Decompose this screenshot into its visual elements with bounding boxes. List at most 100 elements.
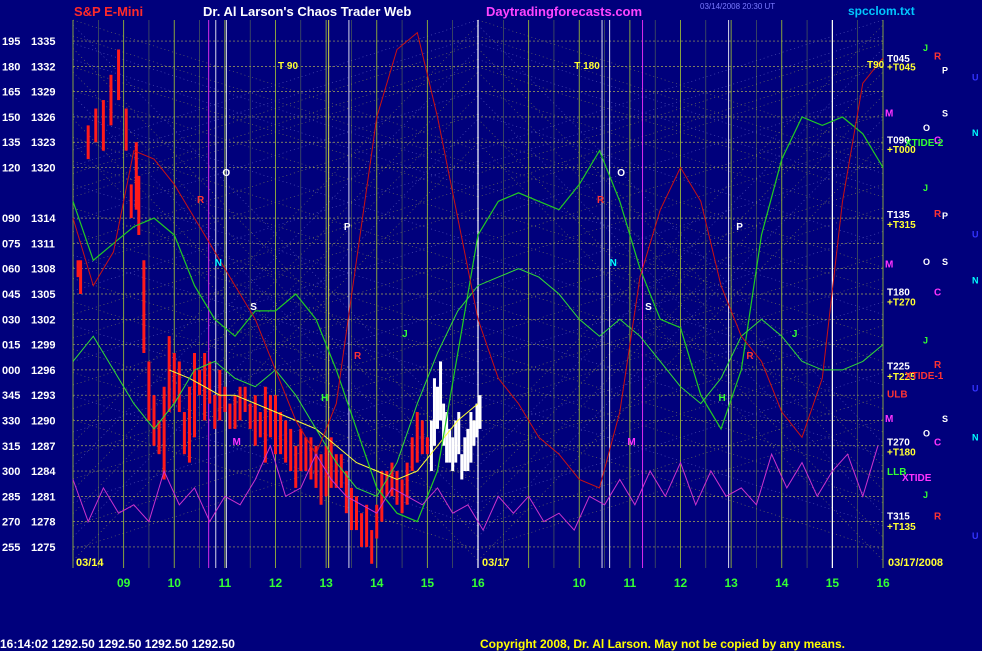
chart-annotation: T 90 bbox=[278, 61, 298, 72]
y-price-label: 1287 bbox=[31, 441, 55, 453]
chart-annotation: R bbox=[197, 195, 205, 206]
right-label: +T315 bbox=[887, 220, 916, 231]
x-hour-label: 12 bbox=[269, 576, 283, 590]
right-label: +T180 bbox=[887, 448, 916, 459]
chart-annotation: M bbox=[627, 437, 635, 448]
y-degree-label: 315 bbox=[2, 441, 20, 453]
y-price-label: 1305 bbox=[31, 289, 55, 301]
series-line bbox=[72, 31, 884, 489]
y-price-label: 1278 bbox=[31, 517, 55, 529]
right-label: T90 bbox=[867, 60, 885, 71]
far-right-letter: U bbox=[972, 72, 979, 82]
y-price-label: 1290 bbox=[31, 415, 55, 427]
quote-readout: 16:14:02 1292.50 1292.50 1292.50 1292.50 bbox=[0, 637, 235, 651]
chart-annotation: R bbox=[597, 195, 605, 206]
y-price-label: 1326 bbox=[31, 112, 55, 124]
far-right-letter: O bbox=[923, 428, 930, 438]
far-right-letter: O bbox=[923, 257, 930, 267]
x-date-right: 03/17/2008 bbox=[888, 557, 943, 569]
x-hour-label: 14 bbox=[775, 576, 789, 590]
site-link[interactable]: Daytradingforecasts.com bbox=[486, 4, 643, 19]
y-price-label: 1299 bbox=[31, 340, 55, 352]
right-label: XTIDE bbox=[902, 473, 932, 484]
far-right-letter: U bbox=[972, 531, 979, 541]
far-right-letter: J bbox=[923, 336, 928, 346]
right-label: LLB bbox=[887, 467, 906, 478]
x-hour-label: 09 bbox=[117, 576, 131, 590]
chart-annotation: J bbox=[792, 329, 798, 340]
symbol-title: S&P E-Mini bbox=[74, 4, 144, 19]
right-label: XTIDE-2 bbox=[905, 138, 944, 149]
right-label: R bbox=[934, 512, 942, 523]
right-label: T135 bbox=[887, 210, 910, 221]
y-price-label: 1308 bbox=[31, 264, 55, 276]
right-label: +T045 bbox=[887, 62, 916, 73]
x-hour-label: 11 bbox=[624, 576, 637, 590]
chart-annotation: J bbox=[402, 329, 408, 340]
right-label: +T135 bbox=[887, 522, 916, 533]
far-right-letter: J bbox=[923, 43, 928, 53]
right-label: T270 bbox=[887, 438, 910, 449]
right-label: M bbox=[885, 260, 893, 271]
chart-annotation: P bbox=[736, 222, 743, 233]
chart-annotation: H bbox=[718, 393, 725, 404]
y-degree-label: 000 bbox=[2, 365, 20, 377]
series-line bbox=[72, 444, 879, 532]
far-right-letter: N bbox=[972, 432, 979, 442]
far-right-letter: S bbox=[942, 414, 948, 424]
chart-annotation: O bbox=[222, 168, 230, 179]
axis-layer: 195 1335 180 1332 165 1329 150 1326 135 1323 120 13… bbox=[2, 36, 943, 590]
y-degree-label: 120 bbox=[2, 163, 20, 175]
series-layer bbox=[72, 31, 884, 564]
right-label: +T225 bbox=[887, 372, 916, 383]
y-price-label: 1320 bbox=[31, 163, 55, 175]
chart-title: Dr. Al Larson's Chaos Trader Web bbox=[203, 4, 412, 19]
y-degree-label: 075 bbox=[2, 238, 20, 250]
y-price-label: 1275 bbox=[31, 542, 55, 554]
right-label: +T270 bbox=[887, 298, 916, 309]
chart-annotation: R bbox=[746, 351, 754, 362]
right-label: XTIDE-1 bbox=[905, 371, 944, 382]
series-line bbox=[72, 268, 884, 497]
y-price-label: 1281 bbox=[31, 491, 55, 503]
chart-annotation: S bbox=[645, 302, 652, 313]
y-price-label: 1329 bbox=[31, 87, 55, 99]
x-hour-label: 14 bbox=[370, 576, 384, 590]
y-degree-label: 150 bbox=[2, 112, 20, 124]
right-label: R bbox=[934, 360, 942, 371]
right-label: T090 bbox=[887, 136, 910, 147]
far-right-letter: P bbox=[942, 211, 948, 221]
x-hour-label: 13 bbox=[319, 576, 333, 590]
right-label: T315 bbox=[887, 512, 910, 523]
right-label: C bbox=[934, 438, 941, 449]
y-degree-label: 045 bbox=[2, 289, 20, 301]
chart-annotation: O bbox=[617, 168, 625, 179]
y-price-label: 1335 bbox=[31, 36, 55, 48]
chart-annotation: P bbox=[344, 222, 351, 233]
y-degree-label: 300 bbox=[2, 466, 20, 478]
x-hour-label: 10 bbox=[573, 576, 587, 590]
x-session-date: 03/17 bbox=[482, 557, 510, 569]
chart-annotation: N bbox=[215, 258, 222, 269]
right-label: T180 bbox=[887, 287, 910, 298]
far-right-letter: O bbox=[923, 123, 930, 133]
far-right-letter: J bbox=[923, 490, 928, 500]
right-label: +T000 bbox=[887, 145, 916, 156]
x-hour-label: 15 bbox=[421, 576, 435, 590]
y-degree-label: 165 bbox=[2, 87, 20, 99]
y-degree-label: 060 bbox=[2, 264, 20, 276]
y-degree-label: 195 bbox=[2, 36, 20, 48]
y-degree-label: 330 bbox=[2, 415, 20, 427]
y-degree-label: 285 bbox=[2, 491, 20, 503]
x-hour-label: 16 bbox=[471, 576, 485, 590]
x-hour-label: 12 bbox=[674, 576, 688, 590]
right-label: C bbox=[934, 287, 941, 298]
copyright-notice: Copyright 2008, Dr. Al Larson. May not b… bbox=[480, 637, 845, 651]
y-price-label: 1314 bbox=[31, 213, 56, 225]
chart-annotation: T 180 bbox=[574, 61, 600, 72]
y-degree-label: 030 bbox=[2, 314, 20, 326]
y-degree-label: 015 bbox=[2, 340, 20, 352]
series-line bbox=[72, 116, 884, 523]
